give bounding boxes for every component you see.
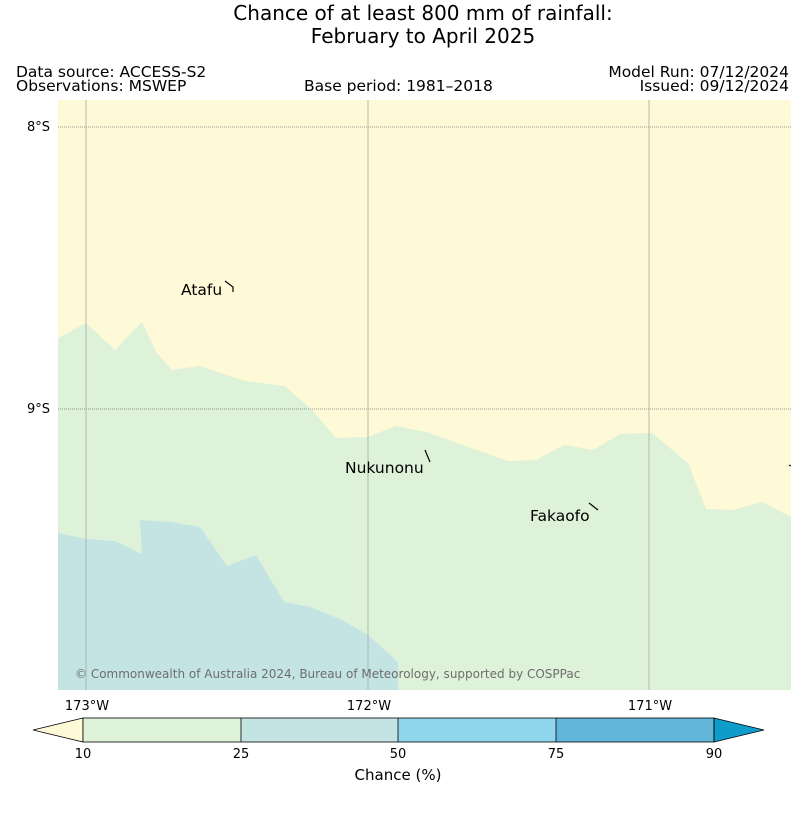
title-line-2: February to April 2025 bbox=[310, 24, 536, 48]
lon-label-172w: 172°W bbox=[347, 699, 391, 714]
colorbar-segment-50-75 bbox=[398, 718, 556, 742]
model-run-label: Model Run: 07/12/2024 bbox=[608, 63, 789, 81]
map-title: Chance of at least 800 mm of rainfall: F… bbox=[0, 2, 804, 48]
copyright-notice: © Commonwealth of Australia 2024, Bureau… bbox=[75, 667, 580, 681]
colorbar-segment-25-50 bbox=[241, 718, 398, 742]
data-source-label: Data source: ACCESS-S2 bbox=[16, 63, 207, 81]
colorbar-title: Chance (%) bbox=[355, 766, 442, 784]
nukunonu-atoll-outline bbox=[424, 449, 431, 463]
colorbar-segment-10-25 bbox=[83, 718, 241, 742]
base-period-label: Base period: 1981–2018 bbox=[304, 77, 493, 95]
colorbar-tick-90: 90 bbox=[706, 747, 723, 762]
place-label-atafu: Atafu bbox=[181, 281, 222, 299]
observations-label: Observations: MSWEP bbox=[16, 77, 187, 95]
lat-label-8s: 8°S bbox=[27, 120, 50, 135]
place-label-fakaofo: Fakaofo bbox=[530, 507, 590, 525]
colorbar-over-arrow bbox=[713, 717, 765, 743]
issued-label: Issued: 09/12/2024 bbox=[639, 77, 789, 95]
colorbar-segment-75-90 bbox=[556, 718, 714, 742]
colorbar-tick-10: 10 bbox=[75, 747, 92, 762]
lat-label-9s: 9°S bbox=[27, 402, 50, 417]
place-label-nukunonu: Nukunonu bbox=[345, 459, 424, 477]
colorbar-frame bbox=[82, 717, 715, 743]
zone-25-to-50 bbox=[58, 520, 398, 690]
colorbar-tick-75: 75 bbox=[548, 747, 565, 762]
lon-label-173w: 173°W bbox=[65, 699, 109, 714]
title-line-1: Chance of at least 800 mm of rainfall: bbox=[233, 1, 613, 25]
colorbar: 10 25 50 75 90 Chance (%) bbox=[32, 717, 765, 784]
coast-fragment bbox=[788, 464, 791, 467]
fakaofo-atoll-outline bbox=[588, 502, 599, 511]
map-panel: Atafu Nukunonu Fakaofo © Commonwealth of… bbox=[58, 100, 791, 690]
colorbar-tick-25: 25 bbox=[233, 747, 250, 762]
lon-label-171w: 171°W bbox=[628, 699, 672, 714]
atafu-atoll-outline bbox=[224, 280, 234, 292]
colorbar-under-arrow bbox=[32, 717, 84, 743]
colorbar-tick-50: 50 bbox=[390, 747, 407, 762]
